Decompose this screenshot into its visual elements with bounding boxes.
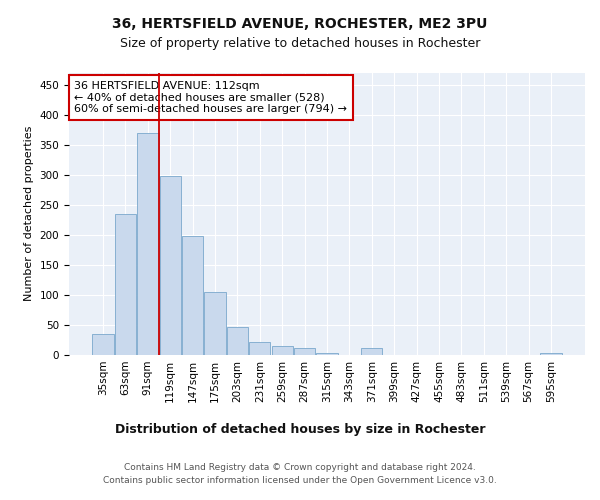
Bar	[272, 346, 293, 355]
Bar	[137, 132, 158, 355]
Text: Distribution of detached houses by size in Rochester: Distribution of detached houses by size …	[115, 422, 485, 436]
Bar	[92, 334, 114, 355]
Bar	[182, 236, 203, 355]
Bar	[249, 342, 271, 355]
Y-axis label: Number of detached properties: Number of detached properties	[24, 126, 34, 302]
Bar	[115, 214, 136, 355]
Bar	[540, 352, 562, 355]
Bar	[205, 292, 226, 355]
Bar	[294, 348, 315, 355]
Bar	[160, 176, 181, 355]
Bar	[361, 348, 382, 355]
Text: 36 HERTSFIELD AVENUE: 112sqm
← 40% of detached houses are smaller (528)
60% of s: 36 HERTSFIELD AVENUE: 112sqm ← 40% of de…	[74, 81, 347, 114]
Text: Size of property relative to detached houses in Rochester: Size of property relative to detached ho…	[120, 38, 480, 51]
Text: 36, HERTSFIELD AVENUE, ROCHESTER, ME2 3PU: 36, HERTSFIELD AVENUE, ROCHESTER, ME2 3P…	[112, 18, 488, 32]
Text: Contains HM Land Registry data © Crown copyright and database right 2024.: Contains HM Land Registry data © Crown c…	[124, 462, 476, 471]
Bar	[316, 352, 338, 355]
Bar	[227, 328, 248, 355]
Text: Contains public sector information licensed under the Open Government Licence v3: Contains public sector information licen…	[103, 476, 497, 485]
